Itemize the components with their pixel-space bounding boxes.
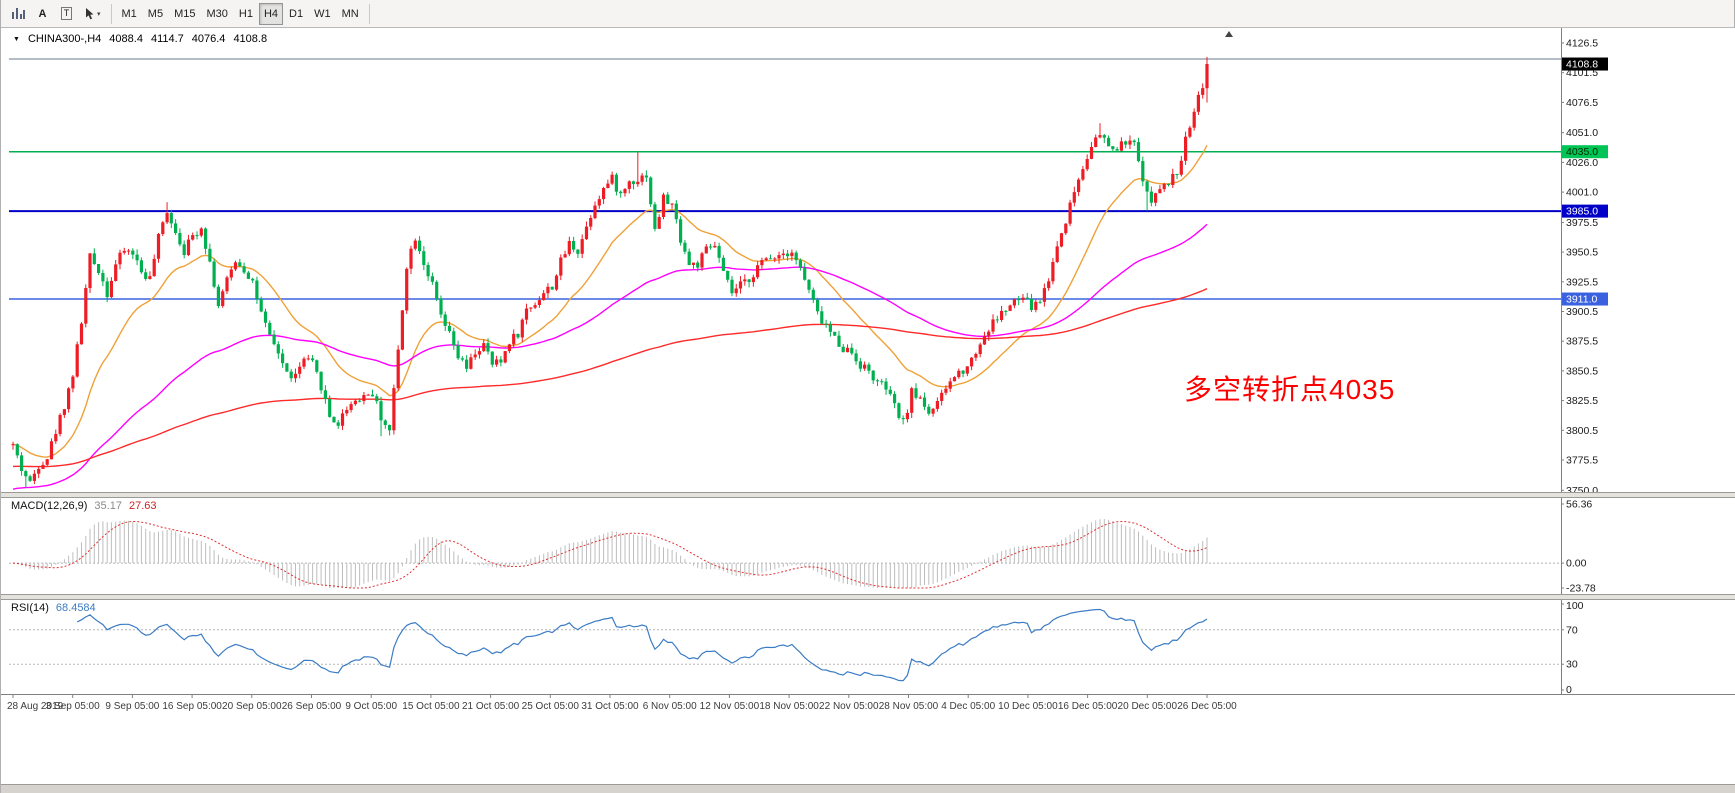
macd-axis-label: -23.78 [1566,583,1596,595]
time-tick-label: 20 Dec 05:00 [1118,701,1178,712]
label-tool-icon: T [60,7,73,20]
timeframe-button-group: M1 M5 M15 M30 H1 H4 D1 W1 MN [117,2,364,25]
price-tick-label: 3800.5 [1566,425,1598,437]
price-tick-label: 3925.5 [1566,276,1598,288]
time-tick-label: 4 Dec 05:00 [941,701,995,712]
time-tick-label: 22 Nov 05:00 [819,701,879,712]
time-tick-label: 20 Sep 05:00 [222,701,282,712]
svg-text:4035.0: 4035.0 [1566,146,1598,158]
macd-panel-divider[interactable] [1,492,1735,498]
rsi-axis-label: 100 [1566,600,1584,612]
toolbar: A T ▾ M1 M5 M15 M30 H1 H4 D1 W1 MN [1,0,1734,28]
macd-axis-label: 56.36 [1566,499,1592,511]
annotation-text[interactable]: 多空转折点4035 [1184,374,1396,405]
time-tick-label: 6 Nov 05:00 [643,701,697,712]
time-tick-label: 18 Nov 05:00 [759,701,819,712]
bar-chart-tool-button[interactable] [6,3,30,25]
chevron-down-icon: ▾ [97,10,101,18]
ma-line-fast [12,144,1208,458]
time-tick-label: 28 Nov 05:00 [879,701,939,712]
timeframe-button-m5[interactable]: M5 [143,3,168,25]
rsi-line [76,608,1208,682]
chart-canvas[interactable]: 4126.54101.54076.54051.04026.04001.03975… [1,28,1735,793]
insert-label-button[interactable]: T [55,3,78,25]
time-tick-label: 15 Oct 05:00 [402,701,460,712]
chart-window: 4126.5 4101.5 4076.5 4051.0 4026.0 4001.0 3975… [1,28,1735,793]
timeframe-button-m15[interactable]: M15 [169,3,200,25]
bar-chart-icon [12,8,25,19]
ma-line-slow [12,288,1208,468]
chart-shift-marker[interactable] [1225,31,1233,37]
window-bottom-edge [1,784,1735,793]
level-badge-4035.0: 4035.0 [1562,145,1608,159]
macd-histogram [16,519,1208,588]
price-tick-label: 3875.5 [1566,336,1598,348]
toolbar-separator [368,3,370,24]
price-tick-label: 3850.5 [1566,365,1598,377]
rsi-panel-divider[interactable] [1,594,1735,600]
svg-text:3911.0: 3911.0 [1566,294,1597,306]
time-tick-label: 21 Oct 05:00 [462,701,520,712]
one-click-trading-toggle[interactable]: ▼ [13,35,20,43]
time-tick-label: 26 Dec 05:00 [1177,701,1237,712]
time-tick-label: 3 Sep 05:00 [46,701,100,712]
timeframe-button-w1[interactable]: W1 [309,3,336,25]
timeframe-button-mn[interactable]: MN [337,3,364,25]
time-tick-label: 16 Dec 05:00 [1058,701,1118,712]
time-tick-label: 28 Aug 2019 [7,701,64,712]
timeframe-button-d1[interactable]: D1 [284,3,308,25]
time-tick-label: 10 Dec 05:00 [998,701,1058,712]
moving-average-lines [12,144,1208,490]
price-tick-label: 3950.5 [1566,247,1598,259]
price-tick-label: 4076.5 [1566,97,1598,109]
time-tick-label: 9 Sep 05:00 [105,701,159,712]
macd-panel: 56.36 0.00 -23.78 [9,499,1596,595]
cursor-tool-button[interactable]: ▾ [79,3,106,25]
time-tick-label: 16 Sep 05:00 [162,701,222,712]
price-tick-label: 4001.0 [1566,187,1598,199]
candles [11,57,1209,488]
price-tick-label: 3900.5 [1566,306,1598,318]
price-tick-label: 4051.0 [1566,127,1598,139]
time-tick-label: 25 Oct 05:00 [522,701,580,712]
time-tick-label: 26 Sep 05:00 [282,701,342,712]
price-tick-label: 3775.5 [1566,455,1598,467]
price-tick-label: 4026.0 [1566,157,1598,169]
rsi-axis-label: 30 [1566,659,1578,671]
timeframe-button-h1[interactable]: H1 [234,3,258,25]
price-tick-label: 3825.5 [1566,395,1598,407]
rsi-panel: 100 70 30 0 [9,600,1584,696]
ma-line-medium [12,223,1208,490]
cursor-icon [86,8,94,20]
macd-axis-label: 0.00 [1566,558,1587,570]
price-tick-label: 4126.5 [1566,38,1598,50]
current-price-badge: 4108.8 [1562,57,1608,71]
timeframe-button-h4[interactable]: H4 [258,2,284,25]
toolbar-separator [110,3,112,24]
time-tick-label: 31 Oct 05:00 [581,701,639,712]
level-badge-3911.0: 3911.0 [1562,292,1608,306]
time-tick-label: 12 Nov 05:00 [700,701,760,712]
rsi-axis-label: 0 [1566,684,1572,696]
price-tick-label: 3975.5 [1566,217,1598,229]
level-badge-3985.0: 3985.0 [1562,204,1608,218]
svg-text:3985.0: 3985.0 [1566,206,1598,218]
text-tool-icon: A [38,7,47,20]
timeframe-button-m1[interactable]: M1 [117,3,142,25]
svg-text:4108.8: 4108.8 [1566,59,1598,71]
timeframe-button-m30[interactable]: M30 [201,3,232,25]
macd-signal-line [12,520,1208,589]
insert-text-button[interactable]: A [31,3,54,25]
rsi-axis-label: 70 [1566,624,1578,636]
time-tick-label: 9 Oct 05:00 [345,701,397,712]
horizontal-level-lines[interactable] [9,58,1561,300]
